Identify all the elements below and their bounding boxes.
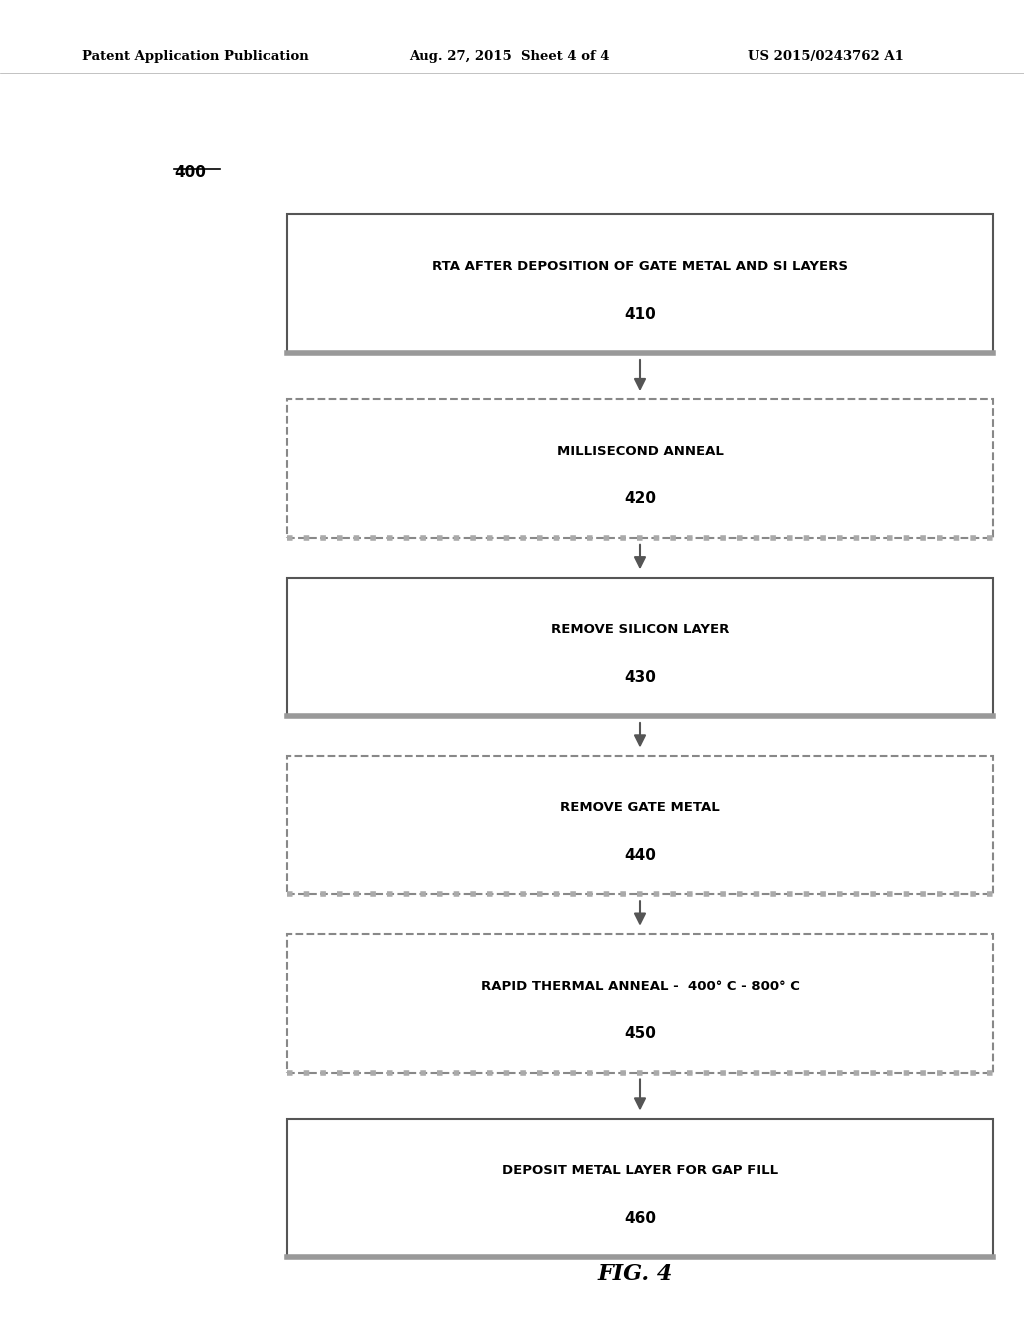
Text: US 2015/0243762 A1: US 2015/0243762 A1 (748, 50, 903, 63)
Text: 450: 450 (624, 1026, 656, 1041)
Text: 400: 400 (174, 165, 206, 180)
Text: 460: 460 (624, 1210, 656, 1226)
Bar (287, 578, 993, 715)
Text: MILLISECOND ANNEAL: MILLISECOND ANNEAL (557, 445, 723, 458)
Bar (287, 214, 993, 352)
Text: FIG. 4: FIG. 4 (597, 1263, 673, 1284)
Text: 440: 440 (624, 847, 656, 863)
Bar (287, 755, 993, 895)
Text: Aug. 27, 2015  Sheet 4 of 4: Aug. 27, 2015 Sheet 4 of 4 (410, 50, 610, 63)
Text: 430: 430 (624, 669, 656, 685)
Text: RAPID THERMAL ANNEAL -  400° C - 800° C: RAPID THERMAL ANNEAL - 400° C - 800° C (480, 979, 800, 993)
Text: 420: 420 (624, 491, 656, 507)
Text: REMOVE SILICON LAYER: REMOVE SILICON LAYER (551, 623, 729, 636)
Bar (287, 399, 993, 539)
Text: REMOVE GATE METAL: REMOVE GATE METAL (560, 801, 720, 814)
Text: Patent Application Publication: Patent Application Publication (82, 50, 308, 63)
Bar (287, 1119, 993, 1257)
Text: 410: 410 (624, 306, 656, 322)
Text: RTA AFTER DEPOSITION OF GATE METAL AND SI LAYERS: RTA AFTER DEPOSITION OF GATE METAL AND S… (432, 260, 848, 273)
Bar (287, 935, 993, 1072)
Text: DEPOSIT METAL LAYER FOR GAP FILL: DEPOSIT METAL LAYER FOR GAP FILL (502, 1164, 778, 1177)
